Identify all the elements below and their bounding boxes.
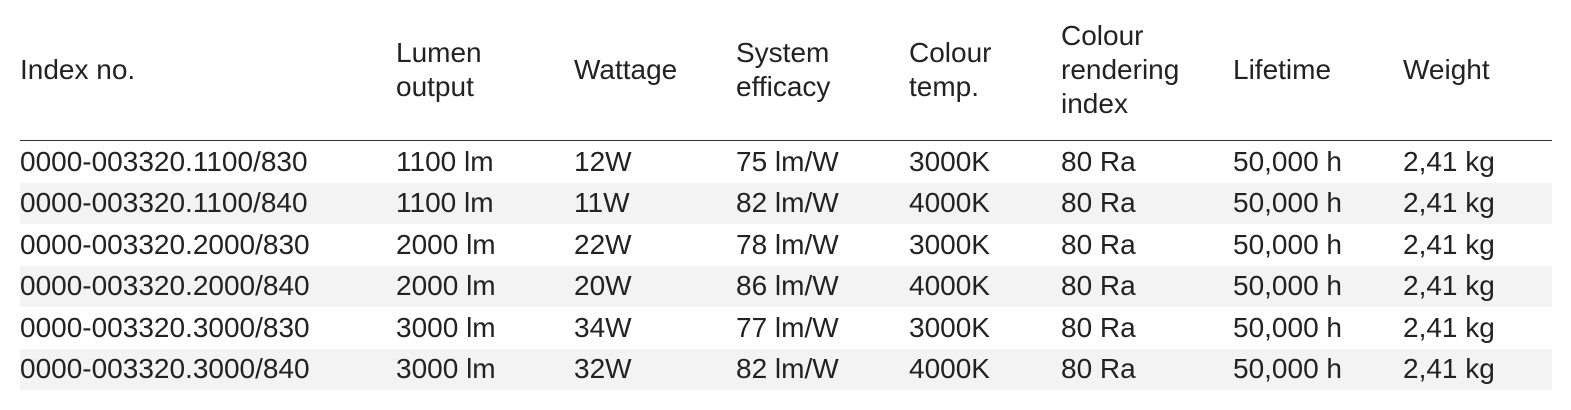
- header-line: index: [1061, 88, 1128, 119]
- header-line: efficacy: [736, 71, 831, 102]
- cell-lifetime: 50,000 h: [1233, 140, 1403, 183]
- cell-lifetime: 50,000 h: [1233, 348, 1403, 390]
- cell-wattage: 12W: [574, 140, 736, 183]
- cell-lifetime: 50,000 h: [1233, 307, 1403, 349]
- cell-lumen-output: 2000 lm: [396, 224, 574, 266]
- cell-system-efficacy: 78 lm/W: [736, 224, 909, 266]
- cell-lumen-output: 3000 lm: [396, 348, 574, 390]
- cell-colour-rendering-index: 80 Ra: [1061, 265, 1233, 307]
- cell-colour-temp: 4000K: [909, 265, 1061, 307]
- cell-lumen-output: 1100 lm: [396, 140, 574, 183]
- cell-lifetime: 50,000 h: [1233, 182, 1403, 224]
- cell-colour-temp: 4000K: [909, 182, 1061, 224]
- table-row: 0000-003320.3000/840 3000 lm 32W 82 lm/W 400…: [20, 348, 1552, 390]
- header-line: System: [736, 37, 830, 68]
- cell-colour-rendering-index: 80 Ra: [1061, 224, 1233, 266]
- header-line: temp.: [909, 71, 980, 102]
- header-line: Lumen: [396, 37, 482, 68]
- cell-weight: 2,41 kg: [1403, 348, 1552, 390]
- table-row: 0000-003320.1100/830 1100 lm 12W 75 lm/W 300…: [20, 140, 1552, 183]
- cell-colour-temp: 3000K: [909, 307, 1061, 349]
- header-line: output: [396, 71, 474, 102]
- cell-weight: 2,41 kg: [1403, 182, 1552, 224]
- header-colour-rendering-index: Colour rendering index: [1061, 0, 1233, 141]
- header-lifetime: Lifetime: [1233, 0, 1403, 141]
- table-body: 0000-003320.1100/830 1100 lm 12W 75 lm/W 300…: [20, 140, 1552, 390]
- cell-weight: 2,41 kg: [1403, 224, 1552, 266]
- cell-system-efficacy: 75 lm/W: [736, 140, 909, 183]
- table-row: 0000-003320.2000/840 2000 lm 20W 86 lm/W 400…: [20, 265, 1552, 307]
- header-line: rendering: [1061, 54, 1180, 85]
- header-row: Index no. Lumen output Wattage System efficac…: [20, 0, 1552, 141]
- cell-colour-temp: 4000K: [909, 348, 1061, 390]
- cell-wattage: 34W: [574, 307, 736, 349]
- cell-weight: 2,41 kg: [1403, 140, 1552, 183]
- header-line: Index no.: [20, 54, 136, 85]
- cell-system-efficacy: 86 lm/W: [736, 265, 909, 307]
- header-lumen-output: Lumen output: [396, 0, 574, 141]
- spec-table: Index no. Lumen output Wattage System efficac…: [20, 0, 1552, 390]
- cell-index-no: 0000-003320.3000/830: [20, 307, 396, 349]
- cell-colour-temp: 3000K: [909, 140, 1061, 183]
- cell-index-no: 0000-003320.1100/840: [20, 182, 396, 224]
- cell-weight: 2,41 kg: [1403, 307, 1552, 349]
- header-line: Colour: [1061, 20, 1144, 51]
- cell-colour-rendering-index: 80 Ra: [1061, 307, 1233, 349]
- cell-index-no: 0000-003320.1100/830: [20, 140, 396, 183]
- cell-colour-rendering-index: 80 Ra: [1061, 182, 1233, 224]
- cell-system-efficacy: 77 lm/W: [736, 307, 909, 349]
- table-row: 0000-003320.2000/830 2000 lm 22W 78 lm/W 300…: [20, 224, 1552, 266]
- cell-wattage: 22W: [574, 224, 736, 266]
- cell-index-no: 0000-003320.3000/840: [20, 348, 396, 390]
- cell-wattage: 32W: [574, 348, 736, 390]
- table-row: 0000-003320.1100/840 1100 lm 11W 82 lm/W 400…: [20, 182, 1552, 224]
- header-colour-temp: Colour temp.: [909, 0, 1061, 141]
- header-index-no: Index no.: [20, 0, 396, 141]
- cell-colour-rendering-index: 80 Ra: [1061, 140, 1233, 183]
- cell-colour-rendering-index: 80 Ra: [1061, 348, 1233, 390]
- cell-wattage: 11W: [574, 182, 736, 224]
- cell-lumen-output: 1100 lm: [396, 182, 574, 224]
- cell-weight: 2,41 kg: [1403, 265, 1552, 307]
- cell-lumen-output: 3000 lm: [396, 307, 574, 349]
- header-line: Weight: [1403, 54, 1490, 85]
- header-system-efficacy: System efficacy: [736, 0, 909, 141]
- cell-wattage: 20W: [574, 265, 736, 307]
- cell-system-efficacy: 82 lm/W: [736, 182, 909, 224]
- cell-system-efficacy: 82 lm/W: [736, 348, 909, 390]
- header-line: Lifetime: [1233, 54, 1332, 85]
- cell-index-no: 0000-003320.2000/840: [20, 265, 396, 307]
- header-line: Colour: [909, 37, 992, 68]
- cell-lifetime: 50,000 h: [1233, 265, 1403, 307]
- header-line: Wattage: [574, 54, 678, 85]
- cell-index-no: 0000-003320.2000/830: [20, 224, 396, 266]
- table-row: 0000-003320.3000/830 3000 lm 34W 77 lm/W 300…: [20, 307, 1552, 349]
- header-wattage: Wattage: [574, 0, 736, 141]
- header-weight: Weight: [1403, 0, 1552, 141]
- cell-lumen-output: 2000 lm: [396, 265, 574, 307]
- cell-lifetime: 50,000 h: [1233, 224, 1403, 266]
- cell-colour-temp: 3000K: [909, 224, 1061, 266]
